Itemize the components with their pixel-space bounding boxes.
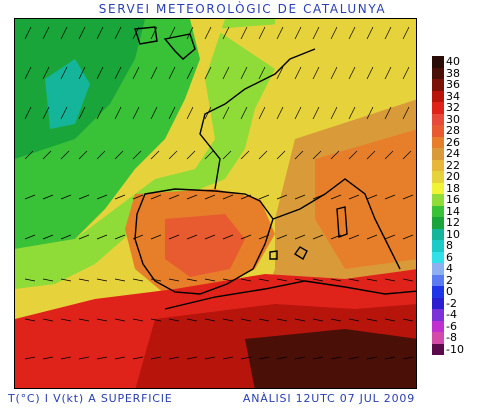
map-canvas (15, 19, 416, 388)
cold-spot (45, 59, 90, 129)
legend-label: 4 (446, 262, 453, 275)
sahara-extreme-zone (245, 329, 416, 388)
legend-label: -8 (446, 331, 457, 344)
legend-swatch (432, 148, 444, 160)
legend-swatch (432, 194, 444, 206)
legend-swatch (432, 240, 444, 252)
mild-zone (15, 19, 275, 289)
legend-label: -6 (446, 319, 457, 333)
legend-swatch (432, 125, 444, 137)
footer-analysis-time: ANÀLISI 12UTC 07 JUL 2009 (242, 392, 415, 405)
legend-label: -2 (446, 296, 457, 310)
iberia-hot-zone (165, 214, 245, 277)
legend-swatch (432, 343, 444, 355)
legend-label: 32 (446, 101, 460, 114)
legend-label: 26 (446, 135, 460, 149)
legend-label: 6 (446, 250, 453, 264)
legend-swatch (432, 228, 444, 240)
legend-label: -10 (446, 342, 464, 356)
wind-barbs (24, 26, 414, 360)
legend-swatch (432, 217, 444, 229)
legend-swatch (432, 205, 444, 217)
legend-label: 30 (446, 112, 460, 126)
legend-label: 34 (446, 89, 460, 103)
legend-label: 10 (446, 227, 460, 241)
legend-label: 14 (446, 204, 460, 218)
legend-swatch (432, 320, 444, 332)
legend-label: 0 (446, 285, 453, 298)
legend-label: 38 (446, 66, 460, 80)
legend-swatch (432, 332, 444, 344)
legend-label: 16 (446, 193, 460, 206)
legend-label: 2 (446, 273, 453, 287)
legend-swatch (432, 159, 444, 171)
legend-swatch (432, 113, 444, 125)
legend-label: 40 (446, 55, 460, 68)
legend-swatch (432, 90, 444, 102)
legend-swatch (432, 263, 444, 275)
italy-warm-zone (315, 129, 416, 269)
legend-swatch (432, 171, 444, 183)
legend-label: 12 (446, 216, 460, 229)
legend-label: 18 (446, 181, 460, 195)
legend-swatch (432, 297, 444, 309)
legend-label: 24 (446, 147, 460, 160)
legend-label: 8 (446, 239, 453, 252)
footer-variable-label: T(°C) I V(kt) A SUPERFICIE (8, 392, 173, 405)
legend-label: -4 (446, 308, 457, 321)
legend-swatch (432, 251, 444, 263)
legend-swatch (432, 182, 444, 194)
legend-swatch (432, 286, 444, 298)
legend-swatch (432, 67, 444, 79)
legend-label: 22 (446, 158, 460, 172)
legend-swatch (432, 56, 444, 68)
temperature-wind-map (14, 18, 417, 389)
legend-swatch (432, 102, 444, 114)
legend-label: 28 (446, 124, 460, 137)
legend-label: 36 (446, 78, 460, 91)
temperature-legend: 40 38 36 34 32 30 28 26 24 22 20 18 16 14 12 10 8 6 4 2 0 -2-… (432, 56, 482, 356)
legend-label: 20 (446, 170, 460, 183)
western-europe-zone (215, 19, 416, 179)
legend-swatch (432, 79, 444, 91)
legend-swatch (432, 274, 444, 286)
legend-swatch (432, 136, 444, 148)
legend-swatch (432, 309, 444, 321)
page-title: SERVEI METEOROLÒGIC DE CATALUNYA (98, 2, 387, 16)
